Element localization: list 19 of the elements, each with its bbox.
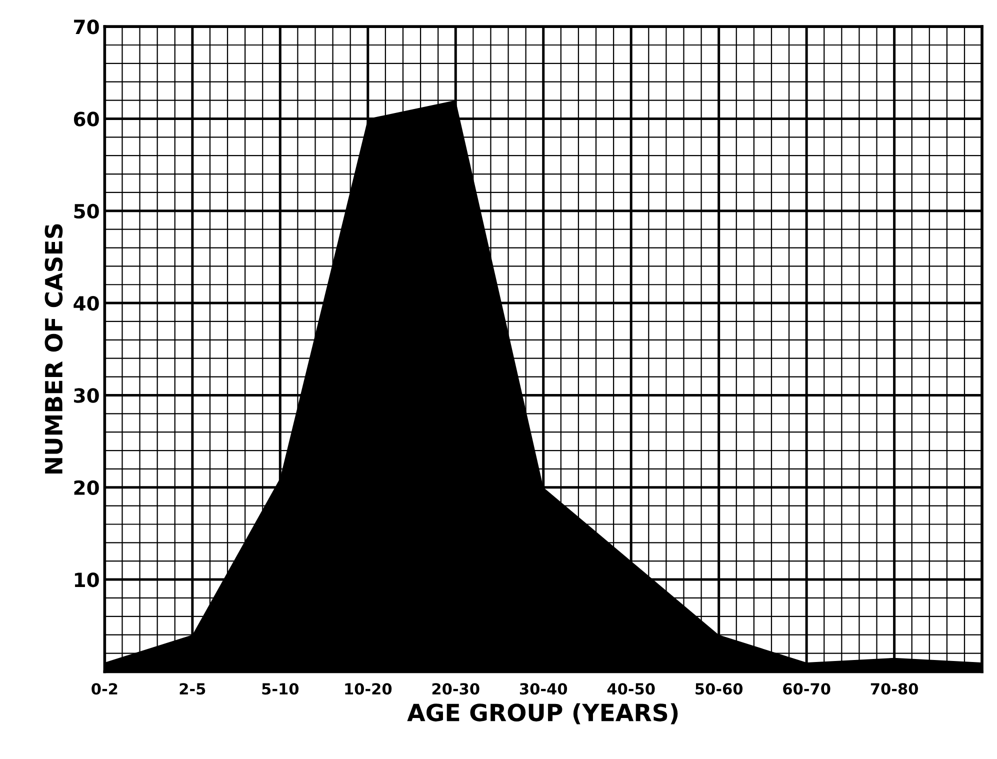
y-tick-label: 60 xyxy=(74,112,99,126)
x-tick-label: 60-70 xyxy=(783,683,830,695)
x-tick-label: 2-5 xyxy=(180,683,206,695)
x-tick-label: 5-10 xyxy=(262,683,299,695)
y-tick-label: 20 xyxy=(74,480,99,496)
x-tick-label: 40-50 xyxy=(607,683,655,695)
y-tick-label: 30 xyxy=(74,388,99,403)
y-tick-label: 10 xyxy=(74,572,99,588)
x-axis-title: AGE GROUP (YEARS) xyxy=(407,703,678,724)
x-tick-label: 30-40 xyxy=(520,683,568,695)
x-tick-label: 70-80 xyxy=(870,683,918,695)
x-tick-label: 20-30 xyxy=(432,683,480,695)
x-tick-label: 0-2 xyxy=(92,683,118,695)
y-axis-title: NUMBER OF CASES xyxy=(44,224,63,474)
x-tick-label: 50-60 xyxy=(696,683,743,695)
x-tick-label: 10-20 xyxy=(345,683,392,695)
y-tick-label: 70 xyxy=(74,20,99,34)
y-tick-label: 50 xyxy=(74,204,99,219)
y-tick-label: 40 xyxy=(74,296,99,311)
